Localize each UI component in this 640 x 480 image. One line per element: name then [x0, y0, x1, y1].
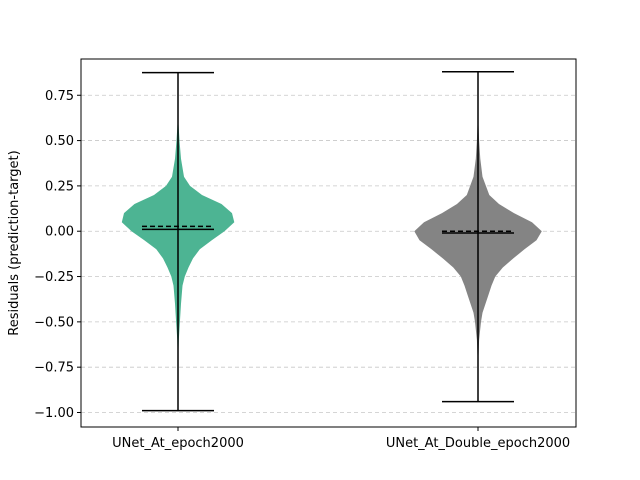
- grid-lines: [81, 94, 576, 413]
- y-axis-ticks: −1.00 −0.75 −0.50 −0.25 0.00 0.25 0.50 0.75: [34, 89, 81, 421]
- y-tick-label: −0.50: [34, 315, 74, 330]
- violins: [121, 70, 542, 412]
- y-tick-label: −0.25: [34, 270, 74, 285]
- x-tick-label: UNet_At_Double_epoch2000: [386, 436, 570, 451]
- y-tick-label: 0.00: [45, 225, 74, 240]
- x-tick-label: UNet_At_epoch2000: [112, 436, 244, 451]
- y-tick-label: 0.25: [45, 179, 74, 194]
- plot-area-frame: [80, 58, 577, 428]
- y-tick-label: 0.75: [45, 89, 74, 104]
- y-axis-label: Residuals (prediction-target): [7, 150, 22, 335]
- y-tick-label: −1.00: [34, 406, 74, 421]
- x-axis-ticks: UNet_At_epoch2000 UNet_At_Double_epoch200…: [112, 427, 570, 451]
- y-tick-label: −0.75: [34, 361, 74, 376]
- y-tick-label: 0.50: [45, 134, 74, 149]
